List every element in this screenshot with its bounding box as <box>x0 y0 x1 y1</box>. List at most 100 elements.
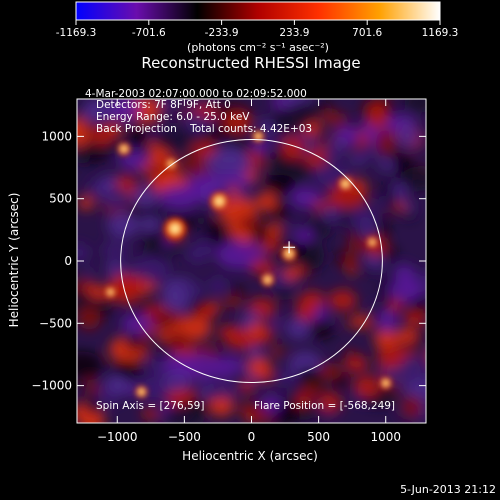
noise-blob <box>127 263 142 278</box>
hot-spot-core <box>265 277 271 283</box>
noise-blob <box>239 321 253 330</box>
x-tick-label: 0 <box>248 430 256 444</box>
noise-blob <box>121 313 155 335</box>
hot-spot-core <box>383 380 388 386</box>
colorbar-tick-label: -233.9 <box>205 27 239 39</box>
noise-blob <box>401 395 422 419</box>
noise-blob <box>367 320 378 331</box>
noise-blob <box>308 319 335 339</box>
colorbar <box>75 1 441 21</box>
noise-blob <box>231 285 245 294</box>
noise-blob <box>163 288 189 316</box>
noise-blob <box>344 355 368 373</box>
noise-blob <box>337 125 359 144</box>
noise-blob <box>396 267 413 281</box>
noise-blob <box>178 353 221 381</box>
noise-blob <box>132 185 160 209</box>
y-tick-label: −500 <box>39 316 72 330</box>
noise-blob <box>202 376 240 399</box>
colorbar-tick-label: -701.6 <box>132 27 166 39</box>
noise-blob <box>248 344 263 361</box>
heatmap-image <box>77 99 426 423</box>
noise-blob <box>238 363 251 376</box>
date-stamp: 5-Jun-2013 21:12 <box>400 483 496 496</box>
hot-spot-core <box>286 250 292 257</box>
colorbar-tick-label: -1169.3 <box>56 27 97 39</box>
noise-blob <box>377 308 397 332</box>
noise-blob <box>399 347 409 357</box>
info-line-time: 4-Mar-2003 02:07:00.000 to 02:09:52.000 <box>85 88 307 100</box>
noise-blob <box>159 185 201 209</box>
noise-blob <box>199 239 215 258</box>
noise-blob <box>118 150 149 170</box>
noise-blob <box>349 267 356 277</box>
colorbar-ticks: -1169.3 -701.6 -233.9 233.9 701.6 1169.3 <box>56 20 458 39</box>
x-tick-label: −1000 <box>97 430 138 444</box>
noise-blob <box>396 128 420 147</box>
noise-blob <box>191 141 218 158</box>
noise-blob <box>397 327 417 344</box>
hot-spot-core <box>139 389 144 395</box>
noise-blob <box>233 171 250 188</box>
hot-spot-core <box>121 146 127 152</box>
noise-blob <box>334 137 344 148</box>
x-axis-ticks: −1000 −500 0 500 1000 <box>97 99 401 444</box>
hot-spot-core <box>108 290 113 295</box>
noise-blob <box>245 356 271 377</box>
noise-blob <box>277 343 289 358</box>
noise-blob <box>78 195 94 210</box>
noise-blob <box>204 147 250 176</box>
colorbar-tick-label: 233.9 <box>279 27 309 39</box>
noise-blob <box>195 214 208 228</box>
noise-blob <box>128 127 150 147</box>
x-tick-label: 1000 <box>370 430 401 444</box>
noise-blob <box>150 308 183 328</box>
hot-spot-core <box>370 240 375 245</box>
noise-blob <box>179 154 190 165</box>
noise-blob <box>77 99 85 111</box>
noise-blob <box>222 110 253 133</box>
noise-blob <box>293 228 315 242</box>
noise-blob <box>328 112 348 127</box>
noise-blob <box>106 212 139 238</box>
noise-blob <box>374 198 393 209</box>
noise-blob <box>373 329 400 349</box>
noise-blob <box>159 99 177 112</box>
noise-blob <box>77 262 83 273</box>
noise-blob <box>400 166 426 192</box>
noise-blob <box>81 99 114 123</box>
noise-blob <box>90 125 114 146</box>
x-tick-label: −500 <box>168 430 201 444</box>
noise-blob <box>290 187 321 209</box>
noise-blob <box>149 370 164 379</box>
noise-blob <box>389 150 407 165</box>
noise-blob <box>250 259 276 276</box>
y-tick-label: 1000 <box>41 129 72 143</box>
colorbar-tick-label: 701.6 <box>352 27 382 39</box>
noise-blob <box>328 289 357 311</box>
noise-blob <box>322 147 346 162</box>
noise-blob <box>77 351 104 380</box>
noise-blob <box>319 393 342 413</box>
spin-axis-label: Spin Axis = [276,59] <box>96 400 204 412</box>
noise-blob <box>163 403 205 423</box>
noise-blob <box>147 355 164 373</box>
noise-blob <box>264 174 297 194</box>
info-line-energy: Energy Range: 6.0 - 25.0 keV <box>96 111 250 123</box>
noise-blob <box>365 100 389 129</box>
solar-limb-circle <box>120 139 383 383</box>
noise-blob <box>411 296 426 314</box>
noise-blob <box>152 127 196 152</box>
noise-blob <box>280 136 305 159</box>
noise-blob <box>219 366 231 377</box>
y-tick-label: 0 <box>64 254 72 268</box>
noise-blob <box>377 159 396 170</box>
noise-blob <box>321 205 340 216</box>
noise-blob <box>105 375 128 390</box>
noise-blob <box>216 240 264 269</box>
noise-blob <box>318 362 342 381</box>
plot-title: Reconstructed RHESSI Image <box>141 54 360 72</box>
noise-blob <box>345 349 356 359</box>
noise-blob <box>377 344 405 369</box>
noise-blob <box>237 215 262 231</box>
